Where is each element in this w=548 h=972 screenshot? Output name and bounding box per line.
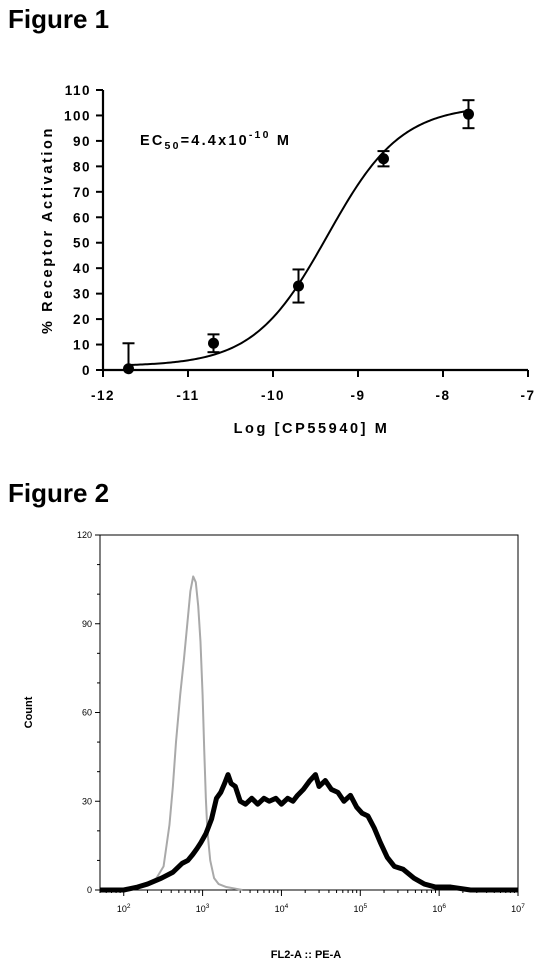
chart2-y-axis-label: Count: [23, 696, 35, 728]
chart1-y-tick-label: 30: [73, 287, 91, 302]
chart1-x-tick-label: -7: [520, 388, 535, 403]
chart2-y-ticks: 0 30 60 90 120: [77, 530, 100, 895]
chart2-x-ticks: 102 103 104 105 106 107: [99, 890, 525, 914]
data-point: [463, 108, 474, 120]
data-point: [293, 280, 304, 292]
chart1-data-points: [122, 99, 475, 375]
chart2-y-tick-label: 120: [77, 530, 92, 540]
chart1-x-tick-label: -11: [176, 388, 199, 403]
ec50-annotation: EC50=4.4x10-10 M: [140, 129, 291, 152]
chart1-y-tick-label: 20: [73, 312, 91, 327]
chart1-y-tick-label: 80: [73, 159, 91, 174]
chart1-x-tick-label: -12: [91, 388, 115, 403]
chart1-y-tick-label: 90: [73, 134, 91, 149]
data-point: [378, 153, 389, 165]
chart2-x-tick-label: 103: [196, 903, 210, 914]
chart1-x-tick-label: -10: [261, 388, 285, 403]
chart2-x-tick-label: 105: [353, 903, 367, 914]
chart1-y-tick-label: 0: [82, 363, 91, 378]
chart1-x-axis-label: Log [CP55940] M: [234, 421, 390, 437]
chart2-x-tick-label: 102: [117, 903, 131, 914]
chart1-y-tick-label: 60: [73, 210, 91, 225]
chart2-x-axis-label: FL2-A :: PE-A: [271, 949, 342, 961]
chart2-y-tick-label: 90: [82, 619, 92, 629]
chart2-x-tick-label: 107: [511, 903, 525, 914]
data-point: [123, 363, 134, 375]
chart1-y-tick-label: 50: [73, 236, 91, 251]
figure-1-title: Figure 1: [8, 4, 110, 34]
chart1-y-tick-label: 70: [73, 185, 91, 200]
stained-histogram-line: [100, 772, 518, 893]
data-point: [208, 337, 219, 349]
chart2-x-tick-label: 106: [432, 903, 446, 914]
chart1-y-ticks: 0 10 20 30 40 50 60 70 80 90 100 110: [64, 83, 103, 378]
chart2-x-tick-label: 104: [275, 903, 289, 914]
chart1-y-tick-label: 100: [64, 108, 91, 123]
chart2-histogram-series: [100, 575, 518, 893]
chart1-y-axis-label: % Receptor Activation: [40, 126, 56, 334]
chart2-y-tick-label: 30: [82, 796, 92, 806]
chart1-y-tick-label: 40: [73, 261, 91, 276]
chart2-y-tick-label: 60: [82, 708, 92, 718]
chart2-plot-frame: [99, 534, 519, 891]
chart2-y-tick-label: 0: [87, 885, 92, 895]
chart1-axes: [101, 90, 528, 372]
chart1-y-tick-label: 10: [73, 338, 91, 353]
chart1-x-tick-label: -8: [435, 388, 450, 403]
chart1-x-ticks: -12 -11 -10 -9 -8 -7: [91, 370, 535, 403]
chart1-x-tick-label: -9: [350, 388, 365, 403]
chart1-y-tick-label: 110: [65, 83, 91, 98]
figure-2-title: Figure 2: [8, 478, 110, 508]
control-histogram-line: [100, 575, 243, 891]
